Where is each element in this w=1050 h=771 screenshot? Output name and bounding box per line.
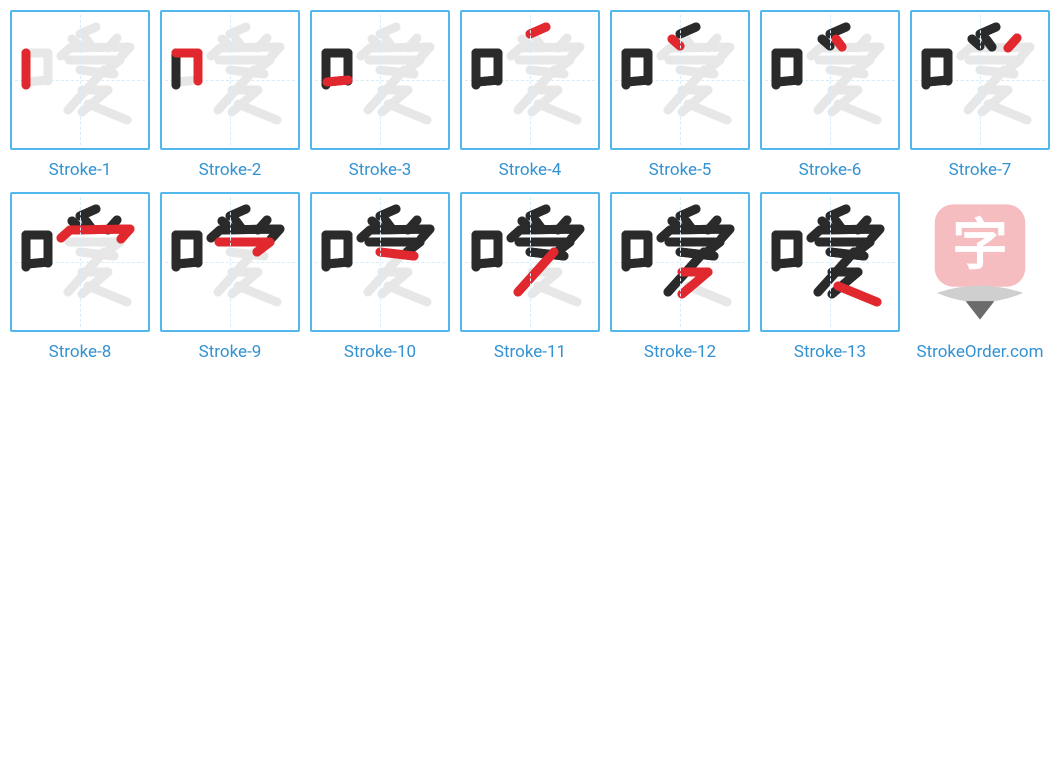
- stroke-tile: [310, 192, 450, 332]
- stroke-tile: [160, 192, 300, 332]
- stroke-grid: Stroke-1 Stroke-2 Stroke-3 Stroke-4 Stroke-5…: [0, 0, 1050, 544]
- stroke-tile: [460, 192, 600, 332]
- stroke-cell: Stroke-10: [310, 192, 450, 362]
- stroke-cell: Stroke-6: [760, 10, 900, 180]
- stroke-cell: Stroke-13: [760, 192, 900, 362]
- stroke-tile: [610, 10, 750, 150]
- stroke-caption: Stroke-5: [649, 160, 712, 180]
- stroke-caption: Stroke-8: [49, 342, 112, 362]
- stroke-tile: [310, 10, 450, 150]
- stroke-caption: Stroke-3: [349, 160, 412, 180]
- stroke-cell: Stroke-5: [610, 10, 750, 180]
- stroke-tile: [760, 192, 900, 332]
- stroke-caption: Stroke-6: [799, 160, 862, 180]
- stroke-caption: Stroke-11: [494, 342, 566, 362]
- stroke-cell: Stroke-9: [160, 192, 300, 362]
- stroke-cell: Stroke-7: [910, 10, 1050, 180]
- stroke-cell: Stroke-2: [160, 10, 300, 180]
- stroke-cell: Stroke-11: [460, 192, 600, 362]
- stroke-caption: Stroke-2: [199, 160, 262, 180]
- stroke-tile: [610, 192, 750, 332]
- stroke-cell: Stroke-4: [460, 10, 600, 180]
- stroke-caption: Stroke-1: [49, 160, 112, 180]
- stroke-tile: [10, 10, 150, 150]
- stroke-caption: Stroke-7: [949, 160, 1012, 180]
- logo-caption: StrokeOrder.com: [916, 342, 1043, 362]
- stroke-cell: Stroke-1: [10, 10, 150, 180]
- stroke-caption: Stroke-13: [794, 342, 866, 362]
- stroke-cell: Stroke-12: [610, 192, 750, 362]
- stroke-tile: [10, 192, 150, 332]
- logo-cell: 字 StrokeOrder.com: [910, 192, 1050, 362]
- stroke-tile: [160, 10, 300, 150]
- stroke-caption: Stroke-12: [644, 342, 716, 362]
- stroke-tile: [760, 10, 900, 150]
- stroke-caption: Stroke-9: [199, 342, 262, 362]
- stroke-tile: [910, 10, 1050, 150]
- logo-tile: 字: [910, 192, 1050, 332]
- stroke-caption: Stroke-10: [344, 342, 416, 362]
- stroke-caption: Stroke-4: [499, 160, 562, 180]
- svg-text:字: 字: [952, 212, 1008, 278]
- stroke-tile: [460, 10, 600, 150]
- stroke-cell: Stroke-8: [10, 192, 150, 362]
- stroke-cell: Stroke-3: [310, 10, 450, 180]
